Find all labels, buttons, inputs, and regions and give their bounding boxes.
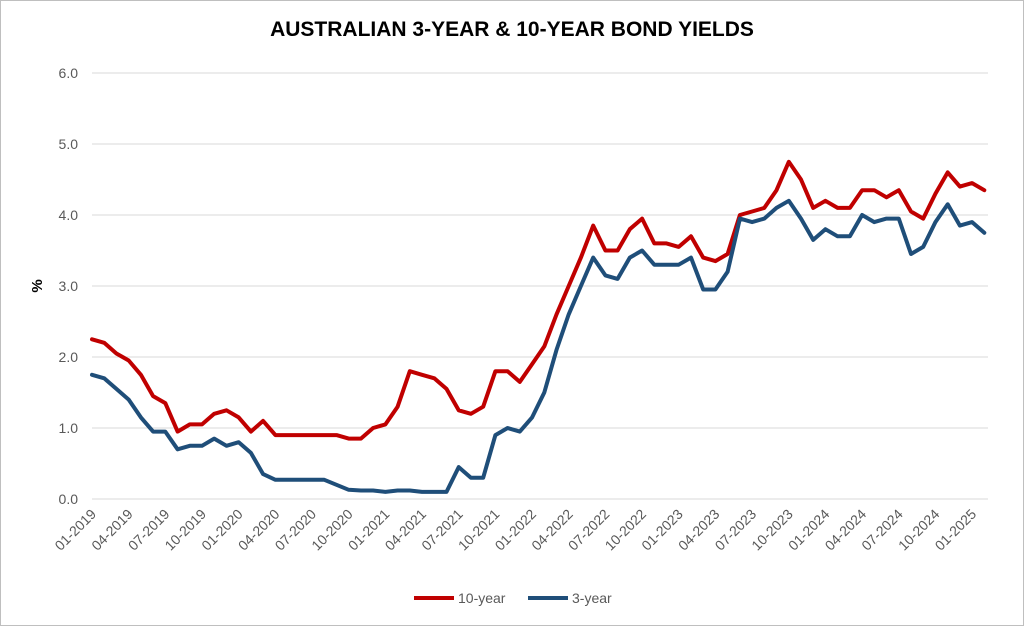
y-tick-label: 3.0 xyxy=(59,278,79,294)
series-line-3-year xyxy=(90,198,987,494)
legend-label: 3-year xyxy=(572,590,612,606)
series-line-10-year xyxy=(90,159,987,441)
series-lines xyxy=(90,159,987,494)
y-tick-label: 4.0 xyxy=(59,207,79,223)
gridlines xyxy=(92,72,988,500)
legend: 10-year 3-year xyxy=(414,590,612,606)
y-tick-label: 5.0 xyxy=(59,136,79,152)
y-tick-label: 6.0 xyxy=(59,65,79,81)
x-axis-ticks: 01-201904-201907-201910-201901-202004-20… xyxy=(51,506,979,554)
chart-title: AUSTRALIAN 3-YEAR & 10-YEAR BOND YIELDS xyxy=(270,18,754,41)
y-tick-label: 0.0 xyxy=(59,491,79,507)
y-tick-label: 1.0 xyxy=(59,420,79,436)
legend-label: 10-year xyxy=(458,590,506,606)
y-tick-label: 2.0 xyxy=(59,349,79,365)
x-tick-label: 01-2025 xyxy=(932,506,980,554)
y-axis-ticks: 0.0 1.0 2.0 3.0 4.0 5.0 6.0 xyxy=(59,65,79,507)
y-axis-label: % xyxy=(29,279,46,292)
